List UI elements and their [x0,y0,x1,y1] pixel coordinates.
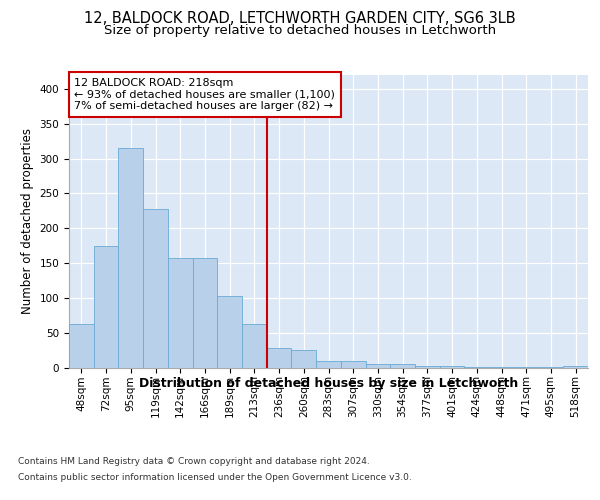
Text: Distribution of detached houses by size in Letchworth: Distribution of detached houses by size … [139,378,518,390]
Bar [217,296,242,368]
Bar [292,350,316,368]
Text: Contains public sector information licensed under the Open Government Licence v3: Contains public sector information licen… [18,472,412,482]
Bar [539,367,563,368]
Bar [118,148,143,368]
Y-axis label: Number of detached properties: Number of detached properties [21,128,34,314]
Bar [242,324,267,368]
Bar [193,258,217,368]
Bar [489,367,514,368]
Bar [563,366,588,368]
Bar [415,366,440,368]
Bar [514,367,539,368]
Bar [341,360,365,368]
Text: 12, BALDOCK ROAD, LETCHWORTH GARDEN CITY, SG6 3LB: 12, BALDOCK ROAD, LETCHWORTH GARDEN CITY… [84,11,516,26]
Bar [316,361,341,368]
Bar [267,348,292,368]
Text: 12 BALDOCK ROAD: 218sqm
← 93% of detached houses are smaller (1,100)
7% of semi-: 12 BALDOCK ROAD: 218sqm ← 93% of detache… [74,78,335,111]
Bar [365,364,390,368]
Bar [69,324,94,368]
Bar [440,366,464,368]
Bar [168,258,193,368]
Text: Contains HM Land Registry data © Crown copyright and database right 2024.: Contains HM Land Registry data © Crown c… [18,458,370,466]
Text: Size of property relative to detached houses in Letchworth: Size of property relative to detached ho… [104,24,496,37]
Bar [464,367,489,368]
Bar [94,246,118,368]
Bar [143,208,168,368]
Bar [390,364,415,368]
